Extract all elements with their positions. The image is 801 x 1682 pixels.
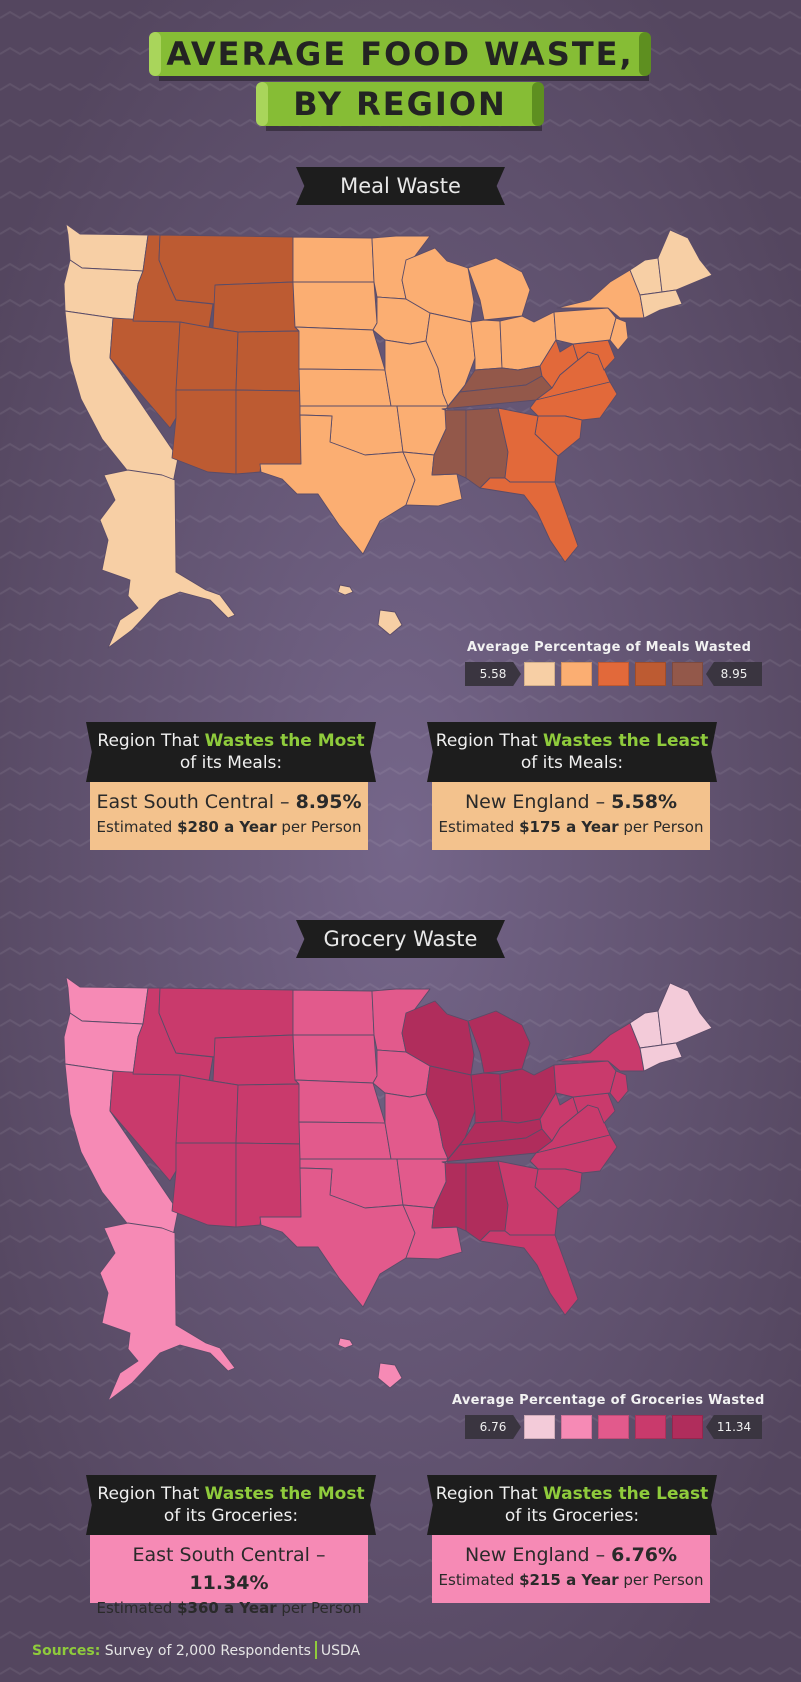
state-new-jersey <box>609 317 629 351</box>
state-texas <box>259 1167 416 1308</box>
legend-max-value: 11.34 <box>706 1415 762 1439</box>
source-item: Survey of 2,000 Respondents <box>104 1643 311 1659</box>
legend-swatch <box>635 662 666 686</box>
legend-swatch <box>561 662 592 686</box>
state-washington <box>65 976 149 1025</box>
legend-swatch <box>672 662 703 686</box>
state-massachusetts-ri-ct <box>639 1042 683 1072</box>
state-alaska <box>99 469 236 649</box>
state-nebraska <box>294 1079 386 1124</box>
callout-most-header: Region That Wastes the Most of its Grocer… <box>86 1475 376 1535</box>
state-wisconsin <box>401 247 475 323</box>
state-alaska <box>99 1222 236 1402</box>
state-indiana <box>470 319 503 371</box>
state-massachusetts-ri-ct <box>639 289 683 319</box>
legend-title: Average Percentage of Groceries Wasted <box>452 1393 765 1408</box>
state-kansas <box>298 1121 392 1160</box>
state-hawaii-big <box>377 609 403 636</box>
state-hawaii <box>337 1337 354 1349</box>
state-florida <box>479 1230 579 1316</box>
section-tag-grocery-waste: Grocery Waste <box>296 920 505 958</box>
section-tag-meal-waste: Meal Waste <box>296 167 505 205</box>
title-line-2: BY REGION <box>256 82 544 126</box>
state-colorado <box>235 1083 304 1145</box>
state-nebraska <box>294 326 386 371</box>
state-maryland-delaware <box>572 1092 616 1124</box>
state-hawaii <box>337 584 354 596</box>
state-new-mexico <box>235 389 304 475</box>
callout-least-header: Region That Wastes the Least of its Groce… <box>427 1475 717 1535</box>
legend-swatch <box>524 1415 555 1439</box>
legend-swatch <box>672 1415 703 1439</box>
state-new-jersey <box>609 1070 629 1104</box>
state-north-dakota <box>292 989 375 1036</box>
state-indiana <box>470 1072 503 1124</box>
us-map-grocery-waste <box>63 976 713 1402</box>
callout-least-body: New England – 5.58% Estimated $175 a Yea… <box>432 782 710 850</box>
state-maryland-delaware <box>572 339 616 371</box>
legend-swatch <box>561 1415 592 1439</box>
callout-most-body: East South Central – 11.34% Estimated $3… <box>90 1535 368 1617</box>
state-colorado <box>235 330 304 392</box>
legend-scale: 6.76 11.34 <box>465 1415 762 1439</box>
legend-min-value: 5.58 <box>465 662 521 686</box>
state-kansas <box>298 368 392 407</box>
callout-most-body: East South Central – 8.95% Estimated $28… <box>90 782 368 850</box>
state-arizona <box>171 1142 237 1228</box>
state-wisconsin <box>401 1000 475 1076</box>
state-north-dakota <box>292 236 375 283</box>
state-wyoming <box>212 1034 300 1086</box>
legend-max-value: 8.95 <box>706 662 762 686</box>
state-texas <box>259 414 416 555</box>
state-arizona <box>171 389 237 475</box>
state-new-mexico <box>235 1142 304 1228</box>
legend-title: Average Percentage of Meals Wasted <box>467 640 752 655</box>
state-florida <box>479 477 579 563</box>
state-south-dakota <box>292 281 378 331</box>
state-michigan <box>467 1010 531 1074</box>
legend-scale: 5.58 8.95 <box>465 662 762 686</box>
legend-min-value: 6.76 <box>465 1415 521 1439</box>
legend-swatch <box>635 1415 666 1439</box>
callout-least-header: Region That Wastes the Least of its Meals… <box>427 722 717 782</box>
state-utah <box>175 321 239 391</box>
state-south-dakota <box>292 1034 378 1084</box>
callout-least-body: New England – 6.76% Estimated $215 a Yea… <box>432 1535 710 1603</box>
state-pennsylvania <box>553 307 617 345</box>
state-utah <box>175 1074 239 1144</box>
title-line-1: AVERAGE FOOD WASTE, <box>149 32 651 76</box>
legend-swatch <box>524 662 555 686</box>
legend-swatch <box>598 662 629 686</box>
state-wyoming <box>212 281 300 333</box>
source-item: USDA <box>320 1643 361 1659</box>
state-michigan <box>467 257 531 321</box>
sources-label: Sources: <box>32 1643 101 1659</box>
callout-most-header: Region That Wastes the Most of its Meals: <box>86 722 376 782</box>
us-map-meal-waste <box>63 223 713 649</box>
state-hawaii-big <box>377 1362 403 1389</box>
sources-footer: Sources: Survey of 2,000 Respondents USDA <box>32 1641 360 1659</box>
legend-swatch <box>598 1415 629 1439</box>
state-pennsylvania <box>553 1060 617 1098</box>
state-maine <box>657 982 713 1046</box>
state-maine <box>657 229 713 293</box>
state-washington <box>65 223 149 272</box>
